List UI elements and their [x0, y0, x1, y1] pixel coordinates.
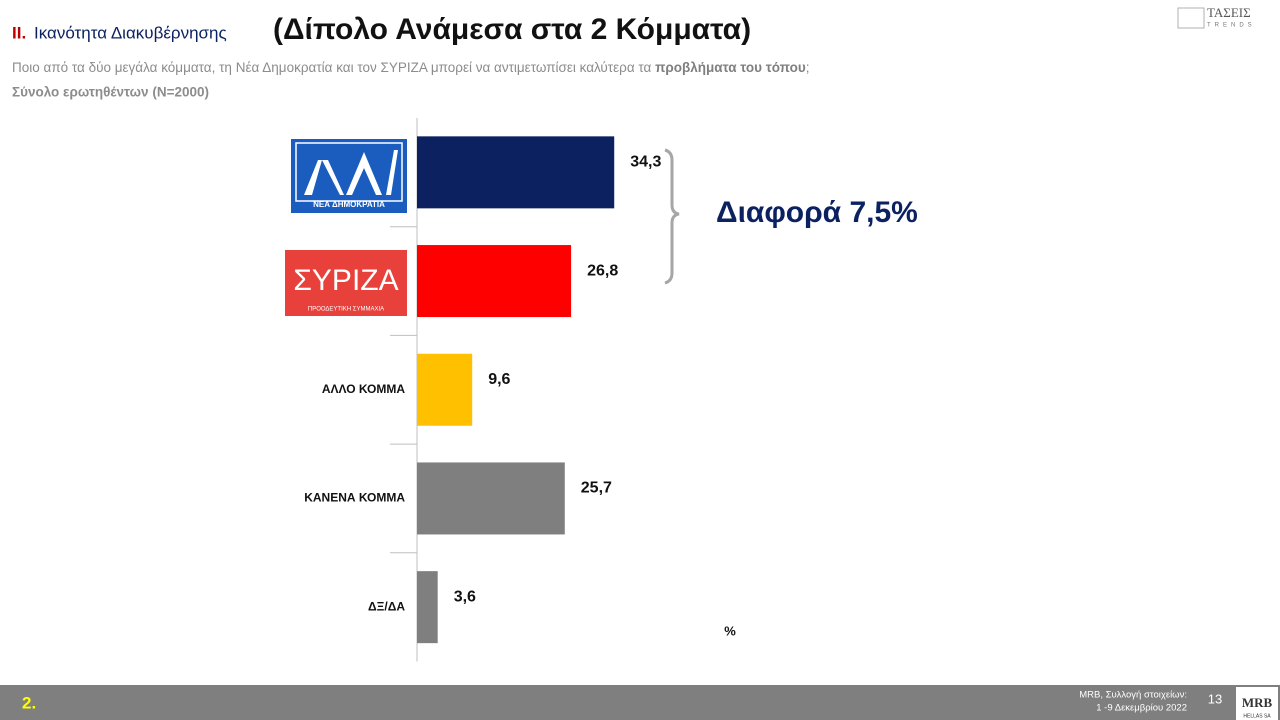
- brand-sub: TRENDS: [1207, 23, 1256, 29]
- category-label: ΚΑΝΕΝΑ ΚΟΜΜΑ: [304, 491, 405, 505]
- value-label: 26,8: [587, 262, 618, 279]
- source-1: MRB, Συλλογή στοιχείων:: [1079, 690, 1187, 701]
- brand: ΤΑΣΕΙΣ: [1207, 5, 1251, 20]
- value-label: 3,6: [454, 588, 476, 605]
- bar: [417, 136, 615, 209]
- mrb-logo-text: MRB: [1242, 695, 1273, 710]
- section-number: ΙΙ.: [12, 23, 26, 42]
- bar: [417, 245, 572, 318]
- question-end: ;: [806, 60, 810, 75]
- nd-logo-frame: [295, 142, 403, 202]
- value-label: 25,7: [581, 480, 612, 497]
- title: (Δίπολο Ανάμεσα στα 2 Κόμματα): [273, 13, 751, 46]
- annotation: Διαφορά 7,5%: [716, 196, 918, 229]
- question: Ποιο από τα δύο μεγάλα κόμματα, τη Νέα Δ…: [12, 60, 810, 75]
- question-text: Ποιο από τα δύο μεγάλα κόμματα, τη Νέα Δ…: [12, 60, 655, 75]
- value-label: 34,3: [630, 154, 661, 171]
- bar: [417, 462, 565, 535]
- footer-bar: [0, 685, 1280, 720]
- mrb-logo: [1236, 687, 1278, 720]
- question-bold: προβλήματα του τόπου: [655, 60, 806, 75]
- syriza-tagline: ΠΡΟΟΔΕΥΤΙΚΗ ΣΥΜΜΑΧΙΑ: [308, 307, 384, 313]
- category-label: ΔΞ/ΔΑ: [368, 599, 405, 613]
- unit: %: [724, 623, 736, 638]
- syriza-logo: [285, 250, 407, 316]
- nd-logo-text: ΝΕΑ ΔΗΜΟΚΡΑΤΙΑ: [313, 200, 385, 209]
- nd-glyph: [304, 150, 398, 195]
- base: Σύνολο ερωτηθέντων (N=2000): [12, 85, 209, 100]
- syriza-logo-text: ΣΥΡΙΖΑ: [293, 264, 398, 297]
- page-number: 13: [1208, 691, 1222, 706]
- bar: [417, 571, 438, 644]
- bracket: [664, 148, 680, 285]
- brand-icon: [1177, 7, 1205, 29]
- section-title: Ικανότητα Διακυβέρνησης: [34, 23, 227, 42]
- mrb-logo-sub: HELLAS SA: [1243, 713, 1271, 719]
- bar: [417, 353, 473, 426]
- source-2: 1 -9 Δεκεμβρίου 2022: [1096, 703, 1187, 714]
- value-label: 9,6: [488, 371, 510, 388]
- page-label: 2.: [22, 693, 36, 712]
- category-label: ΑΛΛΟ ΚΟΜΜΑ: [322, 382, 405, 396]
